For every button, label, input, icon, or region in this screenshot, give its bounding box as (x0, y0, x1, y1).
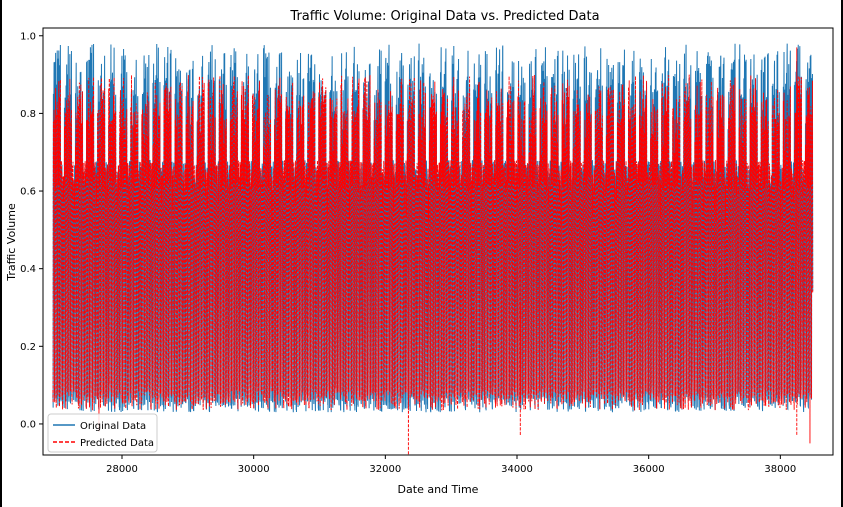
window-edge-left (0, 0, 2, 507)
legend-predicted-label: Predicted Data (80, 438, 154, 449)
series-predicted-line (52, 47, 814, 455)
y-tick-label: 0.2 (20, 342, 36, 353)
window-edge-right (841, 0, 843, 507)
x-tick-label: 38000 (764, 464, 796, 475)
x-tick-label: 34000 (501, 464, 533, 475)
y-tick-label: 0.6 (20, 187, 36, 198)
y-tick-label: 0.8 (20, 109, 36, 120)
legend-original-label: Original Data (80, 421, 146, 432)
y-axis-label: Traffic Volume (5, 203, 18, 282)
x-tick-label: 28000 (106, 464, 138, 475)
x-tick-label: 30000 (238, 464, 270, 475)
x-axis: 28000 30000 32000 34000 36000 38000 (106, 455, 796, 475)
axes-frame (42, 27, 834, 456)
legend: Original Data Predicted Data (47, 413, 158, 453)
y-axis: 0.0 0.2 0.4 0.6 0.8 1.0 (20, 31, 43, 430)
chart-title: Traffic Volume: Original Data vs. Predic… (289, 9, 599, 24)
legend-box (47, 413, 158, 453)
y-tick-label: 0.4 (20, 264, 36, 275)
x-axis-label: Date and Time (398, 483, 479, 496)
x-tick-label: 36000 (633, 464, 665, 475)
plot-area (52, 43, 814, 455)
y-tick-label: 0.0 (20, 419, 36, 430)
x-tick-label: 32000 (369, 464, 401, 475)
y-tick-label: 1.0 (20, 31, 36, 42)
